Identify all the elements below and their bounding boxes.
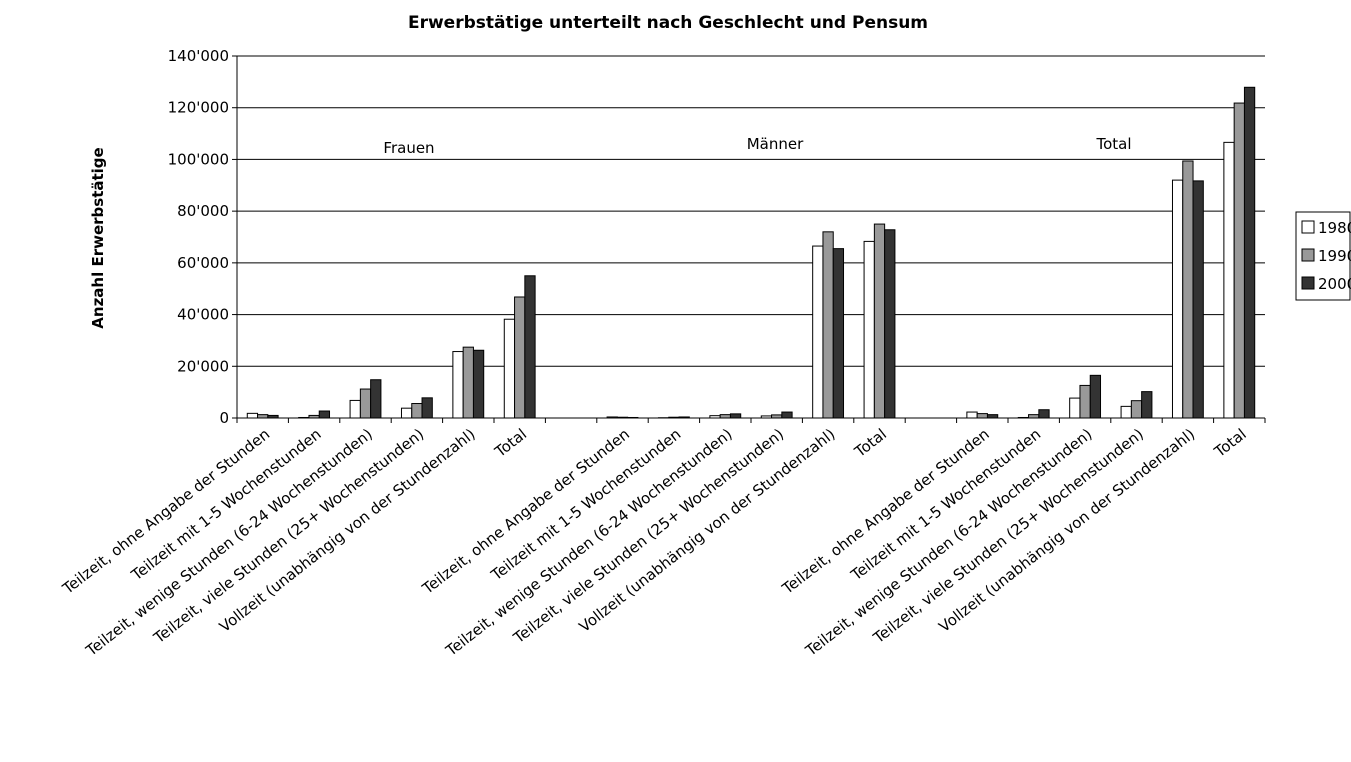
y-tick-label: 60'000 <box>177 254 229 272</box>
bar <box>832 248 845 419</box>
legend-swatch <box>1301 220 1315 234</box>
bar <box>421 397 433 419</box>
bar <box>986 414 999 419</box>
y-tick-label: 100'000 <box>168 150 229 168</box>
y-axis-label: Anzahl Erwerbstätige <box>89 147 107 328</box>
chart-title: Erwerbstätige unterteilt nach Geschlecht… <box>408 13 928 33</box>
bar <box>1182 160 1194 419</box>
bar <box>1141 391 1153 419</box>
bar <box>462 346 474 419</box>
bar <box>1079 384 1091 419</box>
bar <box>1192 180 1204 419</box>
legend-swatch <box>1301 276 1315 290</box>
bar <box>514 296 526 419</box>
bar <box>452 351 464 419</box>
x-tick-label: Total <box>491 425 530 461</box>
x-tick-label: Total <box>1210 425 1249 461</box>
bar <box>359 388 372 419</box>
bar <box>966 411 978 419</box>
bar <box>1120 405 1132 419</box>
bar <box>349 399 361 419</box>
y-tick-label: 120'000 <box>168 99 229 117</box>
bar <box>863 240 875 419</box>
x-tick-label: Total <box>850 425 889 461</box>
bar <box>257 414 269 419</box>
bar <box>1233 102 1245 419</box>
legend-label: 1990 <box>1318 247 1351 265</box>
bar <box>1038 409 1050 419</box>
annotation: Total <box>1095 135 1131 153</box>
bar <box>822 231 834 419</box>
bar <box>1069 397 1081 419</box>
bar <box>318 410 331 419</box>
legend-swatch <box>1301 248 1315 262</box>
annotation: Männer <box>747 135 804 153</box>
bar <box>1171 179 1184 419</box>
y-tick-label: 20'000 <box>177 357 229 375</box>
bar <box>884 229 896 419</box>
bar <box>1130 400 1143 419</box>
bar <box>781 411 793 419</box>
y-tick-label: 80'000 <box>177 202 229 220</box>
bar <box>873 223 886 419</box>
bar <box>503 318 516 419</box>
y-tick-label: 0 <box>219 409 229 427</box>
bar <box>524 275 536 419</box>
bar <box>370 379 382 419</box>
annotation: Frauen <box>383 139 434 157</box>
bar <box>472 349 485 419</box>
legend-label: 1980 <box>1318 219 1351 237</box>
bar <box>812 245 824 419</box>
bar <box>729 413 742 419</box>
bar <box>1089 374 1102 419</box>
legend-label: 2000 <box>1318 275 1351 293</box>
bar <box>400 407 413 419</box>
bar <box>1028 414 1040 419</box>
bar <box>1223 141 1235 419</box>
y-tick-label: 40'000 <box>177 306 229 324</box>
bar <box>1243 86 1256 419</box>
bar <box>976 413 988 419</box>
y-tick-label: 140'000 <box>168 47 229 65</box>
bar <box>246 412 259 419</box>
bar <box>719 414 731 419</box>
bar <box>411 403 423 419</box>
